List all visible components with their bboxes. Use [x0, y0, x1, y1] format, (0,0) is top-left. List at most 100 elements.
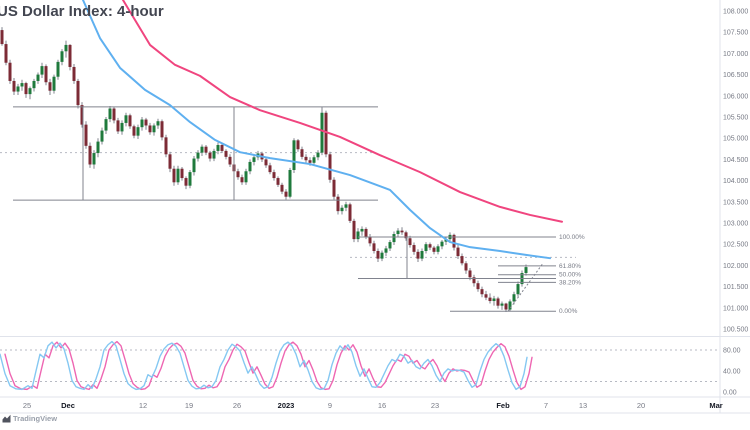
candle-body — [340, 207, 344, 212]
time-axis-label: Feb — [496, 401, 510, 410]
candle-body — [56, 61, 60, 77]
candle-body — [376, 250, 380, 259]
time-axis-label: 16 — [378, 401, 386, 410]
oscillator-axis[interactable]: 80.00 40.00 0.00 — [723, 348, 741, 397]
candle-body — [344, 204, 348, 208]
candle-body — [356, 231, 360, 240]
candle-body — [132, 126, 136, 136]
candle-body — [68, 44, 72, 67]
candle-body — [348, 204, 352, 221]
candle-body — [244, 171, 248, 183]
candle-body — [12, 80, 16, 92]
candle-body — [300, 149, 304, 157]
fib-level-label: 61.80% — [559, 263, 581, 270]
candle-body — [128, 115, 132, 127]
price-axis-label: 107.000 — [723, 51, 748, 58]
candle-body — [480, 289, 484, 295]
time-axis-label: 7 — [544, 401, 548, 410]
candle-body — [168, 154, 172, 169]
candle-body — [104, 119, 108, 131]
candle-body — [352, 220, 356, 240]
candle-body — [40, 66, 44, 75]
candle-body — [468, 270, 472, 278]
candle-body — [272, 172, 276, 179]
candle-body — [224, 150, 228, 157]
time-axis-label: 13 — [579, 401, 587, 410]
tradingview-watermark[interactable]: TradingView — [2, 414, 57, 423]
candle-body — [460, 256, 464, 264]
candle-body — [48, 82, 52, 91]
price-axis-label: 101.000 — [723, 305, 748, 312]
price-axis-label: 103.000 — [723, 221, 748, 228]
candle-body — [28, 88, 32, 95]
candle-body — [252, 157, 256, 162]
stochastic-k-line — [0, 340, 528, 391]
price-axis-label: 108.000 — [723, 9, 748, 16]
price-axis[interactable]: 108.000 107.500 107.000 106.500 106.000 105.5… — [723, 9, 748, 334]
candle-body — [312, 157, 316, 163]
candle-body — [492, 298, 496, 302]
candle-body — [32, 80, 36, 89]
candle-body — [212, 150, 216, 159]
candle-body — [216, 144, 220, 151]
fib-level-label: 38.20% — [559, 279, 581, 286]
fib-connector-line — [507, 262, 544, 312]
candle-body — [304, 156, 308, 161]
candle-body — [372, 243, 376, 251]
candle-body — [60, 51, 64, 62]
candle-body — [512, 294, 516, 302]
candle-body — [140, 119, 144, 128]
candle-body — [100, 130, 104, 142]
candle-body — [4, 44, 8, 63]
candle-body — [64, 44, 68, 52]
candle-body — [484, 294, 488, 298]
candle-body — [52, 76, 56, 91]
candle-body — [392, 234, 396, 243]
candle-body — [124, 115, 128, 123]
candle-body — [496, 298, 500, 306]
time-axis[interactable]: 25 Dec 12 19 26 2023 9 16 23 Feb 7 13 20 Mar — [23, 401, 723, 410]
candle-body — [156, 121, 160, 126]
candle-body — [280, 184, 284, 192]
moving-average-slow-line — [122, 0, 563, 223]
candle-body — [204, 146, 208, 153]
candle-body — [288, 170, 292, 197]
candle-body — [240, 177, 244, 183]
candle-body — [88, 145, 92, 165]
candle-body — [148, 125, 152, 133]
price-axis-label: 106.000 — [723, 93, 748, 100]
candle-body — [424, 244, 428, 251]
candle-body — [308, 160, 312, 163]
candle-body — [476, 283, 480, 290]
candle-body — [456, 247, 460, 257]
candle-body — [276, 178, 280, 185]
candle-body — [120, 122, 124, 132]
candle-body — [144, 119, 148, 126]
candle-body — [36, 74, 40, 81]
candle-body — [432, 247, 436, 252]
candle-body — [328, 154, 332, 180]
candle-body — [420, 250, 424, 259]
fib-level-label: 0.00% — [559, 308, 578, 315]
candle-body — [172, 168, 176, 183]
fib-level-label: 50.00% — [559, 272, 581, 279]
candle-body — [500, 303, 504, 306]
candle-body — [152, 125, 156, 133]
candle-body — [8, 62, 12, 81]
candle-body — [96, 141, 100, 154]
candle-body — [508, 301, 512, 310]
candle-body — [264, 159, 268, 166]
candle-body — [248, 161, 252, 172]
time-axis-label: 12 — [139, 401, 147, 410]
candle-body — [336, 196, 340, 212]
time-axis-label: 9 — [328, 401, 332, 410]
candle-body — [368, 236, 372, 244]
candle-body — [268, 165, 272, 173]
candle-body — [72, 66, 76, 81]
candle-body — [324, 112, 328, 155]
candle-body — [0, 30, 4, 45]
candle-body — [396, 230, 400, 235]
price-axis-label: 106.500 — [723, 72, 748, 79]
